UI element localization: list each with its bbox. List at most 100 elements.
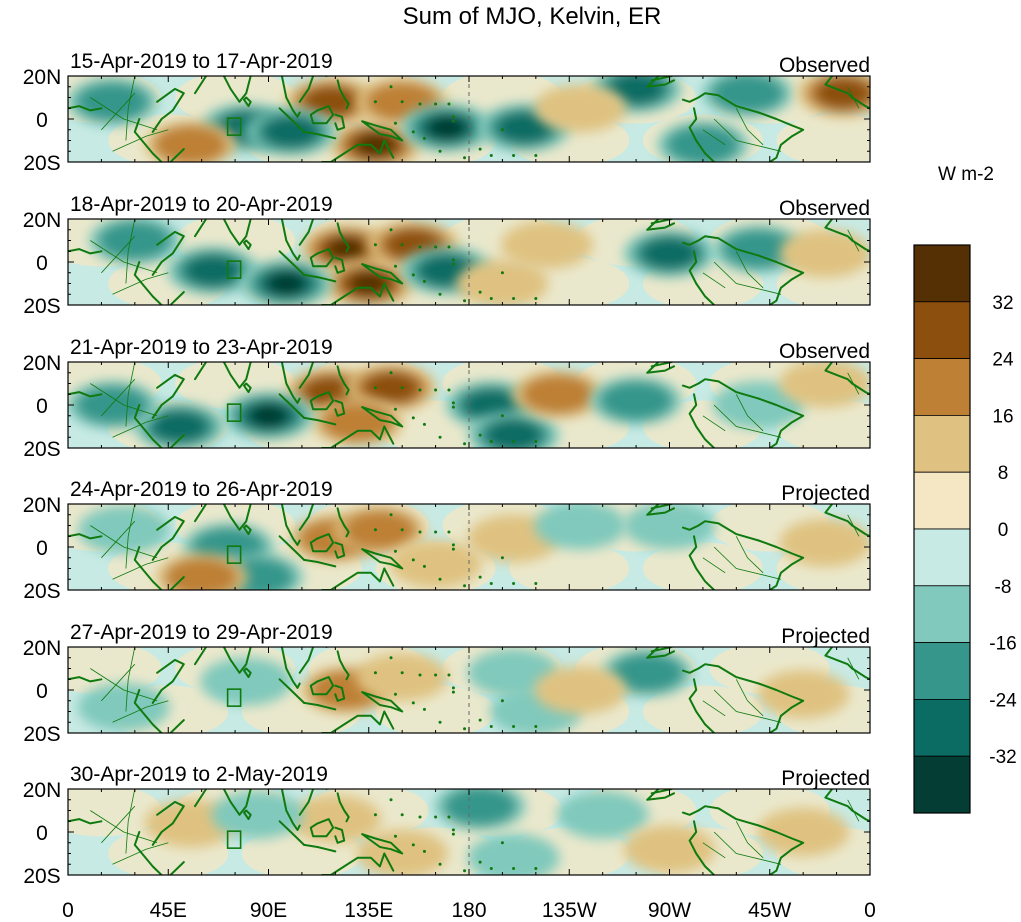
islands [373, 656, 538, 731]
map-panel: 20N 0 20S 27-Apr-2019 to 29-Apr-2019 Project… [23, 621, 871, 746]
anomaly-blob [757, 808, 850, 856]
panel-status: Projected [781, 482, 870, 505]
y-tick-label: 0 [36, 537, 48, 560]
panel-status: Observed [779, 340, 870, 363]
anomaly-blob [467, 833, 560, 875]
anomaly-field [68, 219, 870, 305]
colorbar-label: -32 [989, 747, 1016, 768]
panel-date-range: 27-Apr-2019 to 29-Apr-2019 [70, 621, 333, 644]
colorbar-label: 8 [998, 463, 1009, 484]
y-tick-label: 20S [23, 295, 60, 318]
y-tick-label: 20N [23, 209, 62, 232]
y-tick-label: 20N [23, 779, 62, 802]
map-panel: 20N 0 20S 15-Apr-2019 to 17-Apr-2019 Observe… [23, 50, 871, 175]
colorbar-segment [913, 755, 971, 814]
anomaly-blob [244, 107, 337, 156]
anomaly-blob [779, 229, 870, 278]
panel-date-range: 18-Apr-2019 to 20-Apr-2019 [70, 193, 333, 216]
anomaly-blob [701, 76, 794, 118]
anomaly-blob [456, 259, 549, 305]
panel-date-range: 15-Apr-2019 to 17-Apr-2019 [70, 50, 333, 73]
coastlines [68, 504, 870, 590]
anomaly-blob [144, 120, 237, 162]
colorbar-segment [913, 414, 971, 473]
anomaly-blob [779, 518, 870, 567]
anomaly-field [68, 76, 870, 162]
ticks [67, 503, 871, 591]
country-borders [90, 362, 860, 438]
panel-status: Observed [779, 197, 870, 220]
map-panel: 20N 0 20S 18-Apr-2019 to 20-Apr-2019 Observe… [23, 193, 871, 318]
anomaly-blob [68, 381, 159, 429]
anomaly-blob [467, 411, 560, 448]
panel-date-range: 24-Apr-2019 to 26-Apr-2019 [70, 478, 333, 501]
coastlines [68, 789, 870, 875]
colorbar-frame [913, 244, 971, 814]
islands [373, 513, 538, 588]
colorbar-segment [913, 585, 971, 643]
y-tick-label: 20N [23, 637, 62, 660]
country-borders [90, 504, 860, 580]
outlined-region [226, 403, 242, 422]
colorbar-segment [913, 244, 971, 303]
colorbar-units: W m-2 [938, 164, 994, 185]
anomaly-blob [322, 259, 415, 305]
anomaly-blob [779, 362, 870, 408]
colorbar-segment [913, 301, 971, 359]
islands [373, 798, 538, 873]
colorbar-segment [913, 358, 971, 416]
colorbar-segment [913, 471, 971, 530]
anomaly-blob [534, 84, 627, 133]
panel-status: Observed [779, 54, 870, 77]
y-tick-label: 20N [23, 352, 62, 375]
anomaly-blob [434, 789, 527, 831]
anomaly-blob [222, 391, 315, 440]
x-tick-label: 135W [542, 899, 597, 922]
anomaly-blob [356, 653, 449, 702]
colorbar-label: 16 [992, 406, 1013, 427]
x-tick-label: 180 [451, 899, 486, 922]
x-tick-label: 135E [344, 899, 393, 922]
anomaly-blob [240, 259, 333, 305]
y-tick-label: 20S [23, 152, 60, 175]
outlined-region [226, 117, 242, 136]
colorbar-label: -24 [989, 690, 1017, 711]
ticks [67, 646, 871, 734]
outlined-region [226, 545, 242, 564]
colorbar-label: 0 [998, 520, 1009, 541]
anomaly-field [68, 647, 870, 733]
anomaly-blob [166, 246, 259, 295]
coastlines [68, 76, 870, 162]
anomaly-field [68, 789, 870, 875]
anomaly-blob [500, 220, 593, 269]
anomaly-blob [68, 77, 159, 126]
anomaly-blob [590, 376, 683, 425]
colorbar-label: 32 [992, 293, 1013, 314]
outlined-region [226, 260, 242, 279]
colorbar-segment [913, 528, 971, 587]
map-panel: 20N 0 20S 24-Apr-2019 to 26-Apr-2019 Project… [23, 478, 871, 603]
y-tick-label: 20N [23, 66, 62, 89]
country-borders [90, 219, 860, 295]
anomaly-blob [623, 825, 716, 874]
islands [373, 371, 538, 446]
ticks [67, 361, 871, 449]
colorbar-label: 24 [992, 350, 1014, 371]
y-tick-label: 20S [23, 723, 60, 746]
map-panel: 20N 0 20S 30-Apr-2019 to 2-May-2019 Projecte… [23, 763, 871, 888]
anomaly-blob [155, 553, 248, 590]
y-tick-label: 0 [36, 395, 48, 418]
anomaly-blob [656, 120, 749, 162]
colorbar-label: -16 [989, 634, 1016, 655]
anomaly-blob [389, 540, 482, 589]
y-tick-label: 0 [36, 252, 48, 275]
colorbar-segment [913, 642, 971, 700]
islands [373, 85, 538, 160]
anomaly-blob [200, 657, 293, 706]
country-borders [90, 76, 860, 152]
anomaly-blob [345, 363, 438, 412]
anomaly-blob [77, 683, 170, 732]
outlined-region [226, 830, 242, 849]
anomaly-blob [712, 381, 805, 429]
